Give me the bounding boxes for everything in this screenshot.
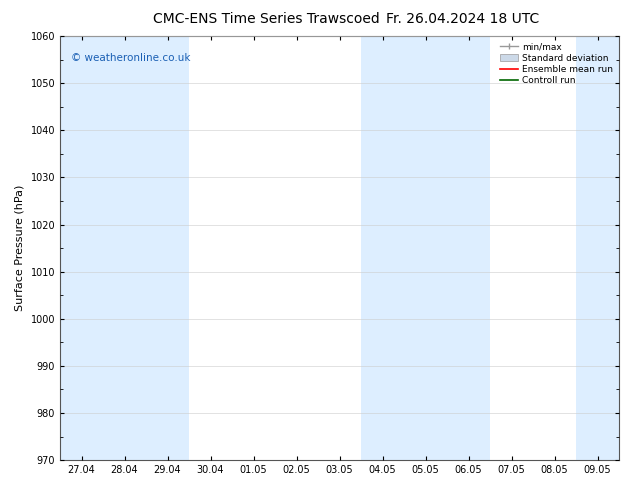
- Bar: [447, 36, 490, 460]
- Bar: [404, 36, 447, 460]
- Bar: [103, 36, 146, 460]
- Bar: [146, 36, 189, 460]
- Legend: min/max, Standard deviation, Ensemble mean run, Controll run: min/max, Standard deviation, Ensemble me…: [498, 41, 614, 87]
- Text: CMC-ENS Time Series Trawscoed: CMC-ENS Time Series Trawscoed: [153, 12, 380, 26]
- Bar: [576, 36, 619, 460]
- Bar: [361, 36, 404, 460]
- Text: Fr. 26.04.2024 18 UTC: Fr. 26.04.2024 18 UTC: [386, 12, 540, 26]
- Y-axis label: Surface Pressure (hPa): Surface Pressure (hPa): [15, 185, 25, 311]
- Bar: [60, 36, 103, 460]
- Bar: [576, 36, 619, 460]
- Text: © weatheronline.co.uk: © weatheronline.co.uk: [71, 53, 191, 63]
